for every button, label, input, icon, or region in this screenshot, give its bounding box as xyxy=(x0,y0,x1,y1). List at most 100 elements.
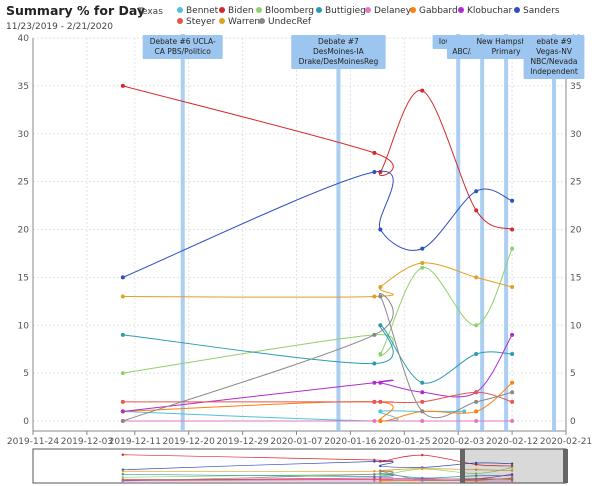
overview-point xyxy=(421,453,424,457)
data-point-biden[interactable] xyxy=(420,88,425,93)
data-point-buttigieg[interactable] xyxy=(474,351,479,356)
data-point-undecref[interactable] xyxy=(510,390,515,395)
data-point-bloomberg[interactable] xyxy=(120,371,125,376)
legend-item-bennet[interactable]: Bennet xyxy=(177,6,218,16)
data-point-undecref[interactable] xyxy=(420,409,425,414)
data-point-undecref[interactable] xyxy=(372,332,377,337)
data-point-klobuchar[interactable] xyxy=(120,409,125,414)
event-marker-bar[interactable] xyxy=(180,34,185,431)
data-point-delaney[interactable] xyxy=(510,419,515,423)
overview-navigator[interactable] xyxy=(32,448,568,484)
overview-point xyxy=(373,470,376,473)
legend-item-biden[interactable]: Biden xyxy=(219,6,254,16)
data-point-bennet[interactable] xyxy=(462,409,467,414)
data-point-undecref[interactable] xyxy=(474,399,479,404)
data-point-buttigieg[interactable] xyxy=(420,380,425,385)
y-tick-label-right: 15 xyxy=(570,273,581,283)
data-point-buttigieg[interactable] xyxy=(510,351,515,356)
event-label-text: Vegas-NV xyxy=(536,47,573,56)
data-point-buttigieg[interactable] xyxy=(120,332,125,337)
overview-point xyxy=(121,453,125,456)
overview-point xyxy=(121,479,125,483)
data-point-sanders[interactable] xyxy=(510,198,515,203)
event-label-text: Debate #7 xyxy=(318,37,359,46)
data-point-warren[interactable] xyxy=(372,294,377,299)
data-point-steyer[interactable] xyxy=(474,390,479,395)
data-point-sanders[interactable] xyxy=(372,170,377,175)
overview-brush-selection[interactable] xyxy=(462,448,567,484)
data-point-sanders[interactable] xyxy=(420,246,425,251)
legend-item-klobuchar[interactable]: Klobuchar xyxy=(458,6,512,16)
event-label-text: New Hampshire xyxy=(476,37,536,46)
legend-item-steyer[interactable]: Steyer xyxy=(177,17,215,27)
data-point-biden[interactable] xyxy=(372,150,377,155)
x-tick-label: 2020-01-25 xyxy=(378,437,430,447)
event-label-text: Independent xyxy=(530,67,578,76)
data-point-klobuchar[interactable] xyxy=(510,332,515,337)
event-marker-bar[interactable] xyxy=(336,34,341,431)
data-point-steyer[interactable] xyxy=(372,399,377,404)
data-point-delaney[interactable] xyxy=(372,419,377,423)
data-point-gabbard[interactable] xyxy=(378,419,383,423)
data-point-bloomberg[interactable] xyxy=(510,246,515,251)
y-tick-label-right: 10 xyxy=(570,321,582,331)
legend-label: UndecRef xyxy=(268,17,312,27)
data-point-bloomberg[interactable] xyxy=(378,351,383,356)
series-warren xyxy=(120,261,515,299)
data-point-biden[interactable] xyxy=(120,83,125,88)
legend-item-sanders[interactable]: Sanders xyxy=(514,6,560,16)
data-point-buttigieg[interactable] xyxy=(378,323,383,328)
brush-handle-left[interactable] xyxy=(460,449,465,483)
legend-item-gabbard[interactable]: Gabbard xyxy=(410,6,458,16)
series-line-bennet xyxy=(122,410,465,422)
data-point-steyer[interactable] xyxy=(510,399,515,404)
data-point-bennet[interactable] xyxy=(378,409,383,414)
legend-swatch xyxy=(458,7,464,13)
series-sanders xyxy=(120,170,515,280)
data-point-klobuchar[interactable] xyxy=(378,380,383,385)
data-point-warren[interactable] xyxy=(120,294,125,299)
data-point-bloomberg[interactable] xyxy=(420,265,425,270)
legend-item-delaney[interactable]: Delaney xyxy=(365,6,411,16)
data-point-klobuchar[interactable] xyxy=(372,380,377,385)
data-point-warren[interactable] xyxy=(420,261,425,266)
data-point-steyer[interactable] xyxy=(420,399,425,404)
legend-item-buttigieg[interactable]: Buttigieg xyxy=(316,6,366,16)
overview-point xyxy=(121,473,125,476)
data-point-biden[interactable] xyxy=(474,208,479,213)
data-point-warren[interactable] xyxy=(474,275,479,280)
data-point-gabbard[interactable] xyxy=(510,380,515,385)
data-point-steyer[interactable] xyxy=(378,399,383,404)
event-marker-bar[interactable] xyxy=(456,34,461,431)
data-point-delaney[interactable] xyxy=(420,419,425,423)
legend-item-undecref[interactable]: UndecRef xyxy=(259,17,311,27)
event-marker-bar[interactable] xyxy=(552,34,557,431)
data-point-biden[interactable] xyxy=(510,227,515,232)
brush-handle-right[interactable] xyxy=(563,449,568,483)
x-tick-label: 2020-01-16 xyxy=(324,437,377,447)
x-tick-label: 2020-02-12 xyxy=(486,437,538,447)
data-point-delaney[interactable] xyxy=(474,419,479,423)
y-tick-label-left: 35 xyxy=(18,82,29,92)
data-point-warren[interactable] xyxy=(510,284,515,289)
event-marker-bar[interactable] xyxy=(480,34,485,431)
data-point-undecref[interactable] xyxy=(378,294,383,299)
data-point-sanders[interactable] xyxy=(378,227,383,232)
legend-item-bloomberg[interactable]: Bloomberg xyxy=(256,6,314,16)
data-point-biden[interactable] xyxy=(378,170,383,175)
legend-label: Gabbard xyxy=(419,6,458,16)
data-point-undecref[interactable] xyxy=(120,419,125,423)
data-point-sanders[interactable] xyxy=(474,189,479,194)
data-point-gabbard[interactable] xyxy=(474,409,479,414)
data-point-warren[interactable] xyxy=(378,284,383,289)
data-point-bloomberg[interactable] xyxy=(474,323,479,328)
legend-item-warren[interactable]: Warren xyxy=(219,17,260,27)
overview-point xyxy=(121,470,125,473)
data-point-buttigieg[interactable] xyxy=(372,361,377,366)
data-point-steyer[interactable] xyxy=(120,399,125,404)
overview-point xyxy=(510,466,514,469)
event-marker-bar[interactable] xyxy=(504,34,509,431)
data-point-sanders[interactable] xyxy=(120,275,125,280)
data-point-klobuchar[interactable] xyxy=(420,390,425,395)
series-buttigieg xyxy=(120,323,515,385)
